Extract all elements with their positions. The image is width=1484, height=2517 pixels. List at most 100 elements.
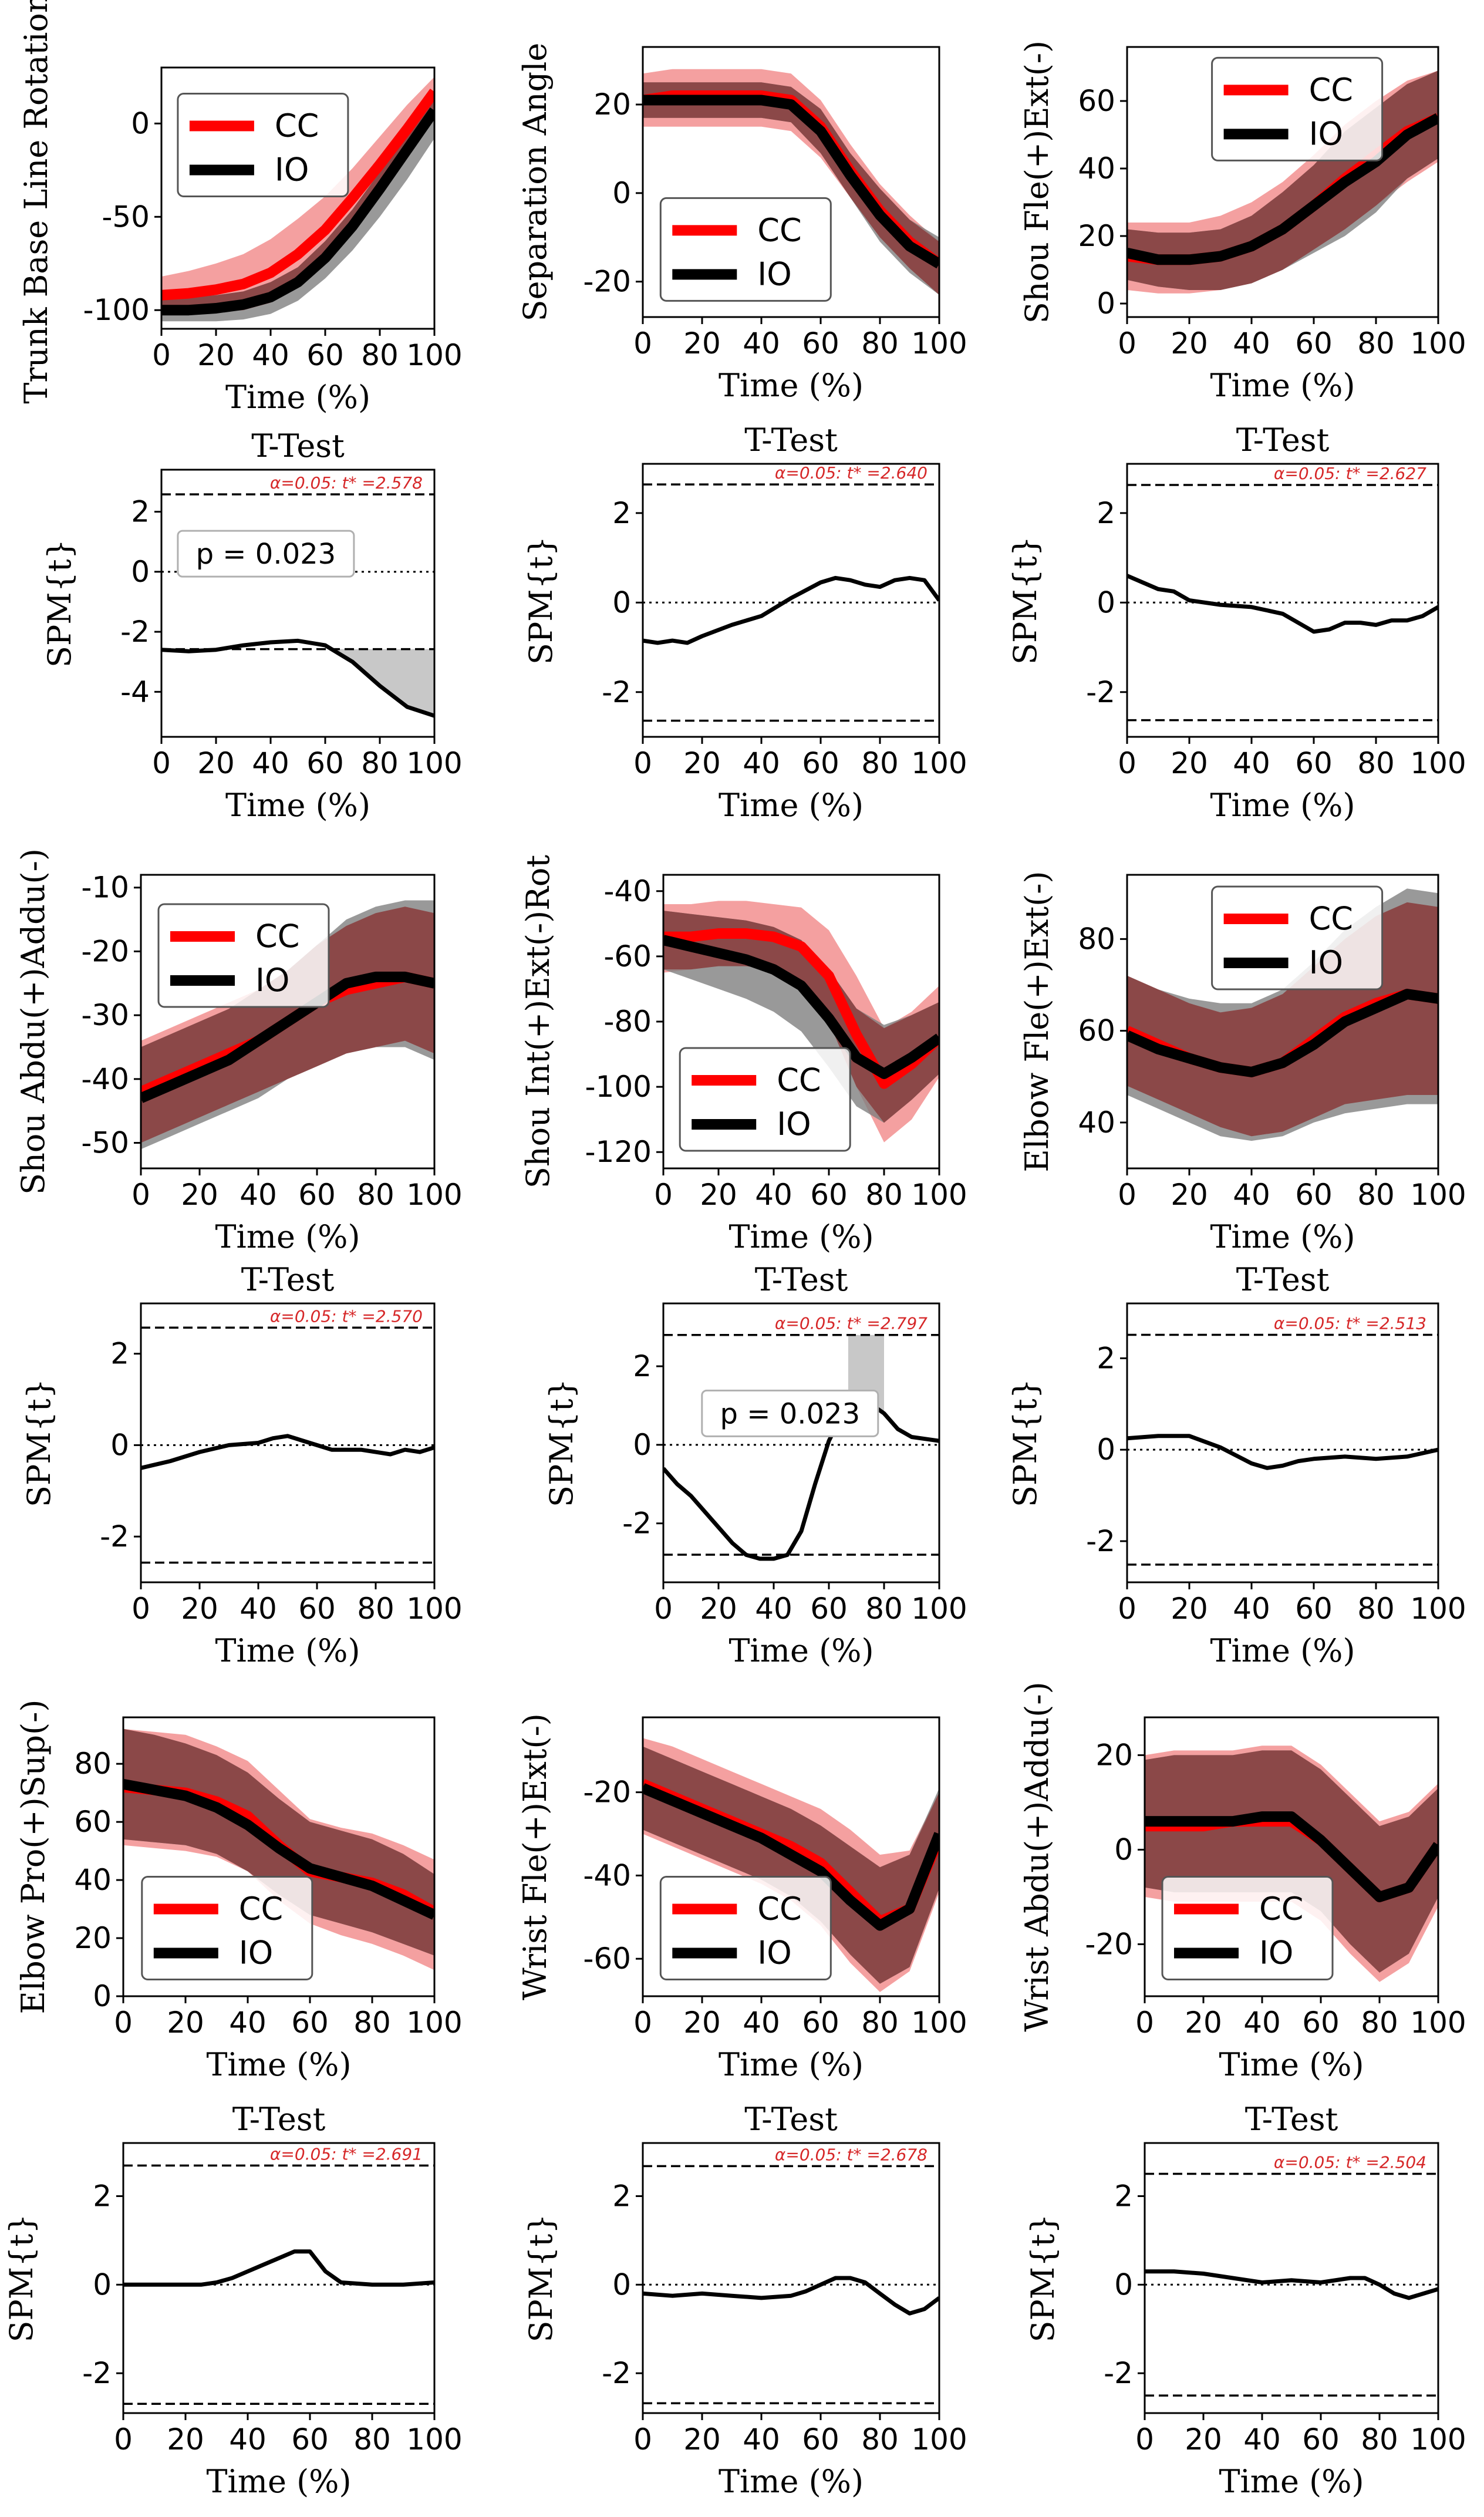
x-tick-label: 20 (700, 1178, 737, 1212)
io-mean-line (123, 1778, 434, 1920)
y-tick-label: 60 (74, 1805, 112, 1839)
threshold-label: α=0.05: t* =2.578 (270, 473, 423, 493)
axes-frame (1126, 463, 1439, 738)
panel-1: 0 20 40 60 80 100 -100 -50 0 Time (%) Trunk Base L… (18, 0, 463, 416)
x-tick-label: 20 (167, 2006, 204, 2040)
y-tick-label: -50 (81, 1126, 129, 1160)
panel-title: T-Test (744, 422, 838, 459)
x-tick-label: 80 (361, 746, 399, 780)
x-tick-label: 100 (1410, 746, 1466, 780)
axes-frame (140, 874, 436, 1170)
panel-title: T-Test (251, 427, 345, 464)
x-tick-label: 40 (240, 1178, 277, 1212)
x-tick-label: 80 (1357, 1178, 1395, 1212)
y-tick-label: -30 (81, 998, 129, 1032)
x-tick-label: 100 (1410, 2006, 1466, 2040)
x-tick-label: 80 (861, 746, 899, 780)
x-axis-label: Time (%) (1210, 1218, 1355, 1255)
y-axis-label: Elbow Pro(+)Sup(-) (15, 1700, 52, 2014)
y-axis-label: SPM{t} (522, 2213, 559, 2342)
plot-area (643, 69, 939, 295)
x-tick-label: 20 (1171, 326, 1208, 360)
y-tick-label: 2 (1114, 2179, 1133, 2213)
x-axis-label: Time (%) (225, 787, 370, 824)
x-tick-label: 80 (353, 2006, 391, 2040)
x-axis-label: Time (%) (719, 2463, 864, 2500)
x-tick-label: 100 (406, 2006, 462, 2040)
y-axis-label: SPM{t} (1024, 2213, 1061, 2342)
y-tick-label: 0 (1097, 1433, 1115, 1467)
y-tick-label: -20 (81, 934, 129, 968)
x-tick-label: 80 (861, 326, 899, 360)
axes-frame (140, 1302, 436, 1583)
threshold-label: α=0.05: t* =2.513 (1274, 1313, 1426, 1333)
x-tick-label: 20 (1171, 746, 1208, 780)
y-tick-label: -60 (603, 939, 652, 973)
spm-t-curve (141, 1434, 434, 1470)
x-tick-label: 0 (114, 2006, 133, 2040)
x-tick-label: 80 (357, 1178, 394, 1212)
io-mean-line (161, 107, 434, 316)
x-tick-label: 100 (1410, 2422, 1466, 2457)
legend-box (1211, 56, 1384, 161)
axes-frame (642, 1716, 940, 1997)
x-tick-label: 60 (306, 338, 344, 372)
axes-frame (160, 66, 436, 330)
x-tick-label: 60 (1295, 1178, 1333, 1212)
y-tick-label: -2 (1104, 2356, 1133, 2390)
y-tick-label: 2 (612, 496, 631, 530)
y-axis-label: SPM{t} (3, 2213, 40, 2342)
x-tick-label: 20 (700, 1592, 737, 1626)
x-tick-label: 80 (1357, 326, 1395, 360)
panel-15: 0 20 40 60 80 100 -20 0 20 Time (%) Wrist Abdu(+)A… (1018, 1682, 1466, 2083)
y-tick-label: 0 (1114, 2267, 1133, 2302)
overlap-sd-band (161, 95, 434, 314)
x-tick-label: 60 (1295, 746, 1333, 780)
panel-title: T-Test (755, 1261, 848, 1298)
legend-box (141, 1876, 313, 1980)
legend-box (157, 903, 330, 1008)
x-tick-label: 80 (1357, 746, 1395, 780)
axes-frame (160, 469, 436, 738)
y-tick-label: 2 (633, 1349, 652, 1383)
panel-7: 0 20 40 60 80 100 -50 -40 -30 -20 -10 Time (%) Shou … (15, 848, 463, 1255)
p-value-label: p = 0.023 (196, 538, 336, 571)
axes-frame (1126, 1302, 1439, 1583)
legend-box (679, 1047, 851, 1152)
x-tick-label: 0 (1118, 1178, 1136, 1212)
x-tick-label: 20 (197, 338, 235, 372)
panel-10: α=0.05: t* =2.570 0 20 40 60 80 100 -2 0 2 Time (%… (21, 1261, 463, 1669)
cc-sd-band (643, 69, 939, 295)
y-axis-label: Shou Abdu(+)Addu(-) (15, 848, 52, 1195)
x-tick-label: 20 (1185, 2006, 1222, 2040)
y-tick-label: 2 (612, 2179, 631, 2213)
y-tick-label: -2 (100, 1519, 129, 1554)
y-tick-label: -40 (583, 1858, 631, 1892)
y-tick-label: -60 (583, 1942, 631, 1976)
panel-8: 0 20 40 60 80 100 -120 -100 -80 -60 -40 Time (%) Sho… (520, 855, 967, 1255)
x-tick-label: 40 (743, 746, 780, 780)
plot-area (1127, 1333, 1438, 1566)
x-tick-label: 20 (1171, 1178, 1208, 1212)
x-axis-label: Time (%) (206, 2046, 351, 2083)
x-tick-label: 100 (911, 2422, 967, 2457)
spm-t-curve (663, 1399, 939, 1561)
x-axis-label: Time (%) (728, 1218, 873, 1255)
legend-label-io: IO (757, 255, 791, 292)
threshold-label: α=0.05: t* =2.627 (1274, 464, 1426, 483)
y-axis-label: Wrist Abdu(+)Addu(-) (1018, 1682, 1055, 2031)
x-tick-label: 0 (131, 1592, 150, 1626)
y-tick-label: -2 (602, 675, 631, 709)
y-tick-label: -40 (603, 874, 652, 908)
threshold-label: α=0.05: t* =2.691 (270, 2144, 423, 2164)
x-tick-label: 40 (755, 1592, 792, 1626)
y-tick-label: 0 (612, 585, 631, 619)
x-tick-label: 80 (865, 1178, 903, 1212)
legend-label-cc: CC (757, 1891, 801, 1928)
x-tick-label: 100 (406, 338, 462, 372)
y-tick-label: 20 (1078, 219, 1115, 253)
x-tick-label: 40 (1233, 1178, 1270, 1212)
